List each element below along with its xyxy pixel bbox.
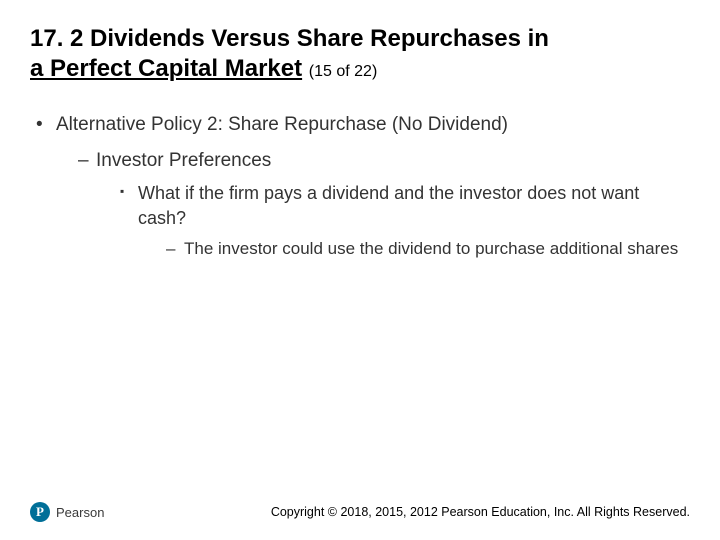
slide: 17. 2 Dividends Versus Share Repurchases… xyxy=(0,0,720,540)
slide-title: 17. 2 Dividends Versus Share Repurchases… xyxy=(30,24,690,84)
bullet-lvl1: Alternative Policy 2: Share Repurchase (… xyxy=(36,112,690,261)
copyright-text: Copyright © 2018, 2015, 2012 Pearson Edu… xyxy=(271,505,690,519)
title-counter: (15 of 22) xyxy=(309,63,377,80)
logo-text: Pearson xyxy=(56,505,104,520)
bullet-lvl1-text: Alternative Policy 2: Share Repurchase (… xyxy=(56,114,508,135)
title-block: 17. 2 Dividends Versus Share Repurchases… xyxy=(30,24,690,84)
title-line2: a Perfect Capital Market xyxy=(30,55,302,82)
bullet-lvl2: Investor Preferences What if the firm pa… xyxy=(78,148,690,261)
title-line1: 17. 2 Dividends Versus Share Repurchases… xyxy=(30,25,549,52)
logo-mark-icon: P xyxy=(30,502,50,522)
bullet-lvl4: The investor could use the dividend to p… xyxy=(166,238,690,261)
slide-body: Alternative Policy 2: Share Repurchase (… xyxy=(30,112,690,261)
bullet-lvl3: What if the firm pays a dividend and the… xyxy=(120,181,690,261)
bullet-lvl4-text: The investor could use the dividend to p… xyxy=(184,239,678,258)
bullet-lvl3-text: What if the firm pays a dividend and the… xyxy=(138,183,639,227)
footer: P Pearson Copyright © 2018, 2015, 2012 P… xyxy=(30,502,690,522)
bullet-lvl2-text: Investor Preferences xyxy=(96,150,271,171)
publisher-logo: P Pearson xyxy=(30,502,104,522)
